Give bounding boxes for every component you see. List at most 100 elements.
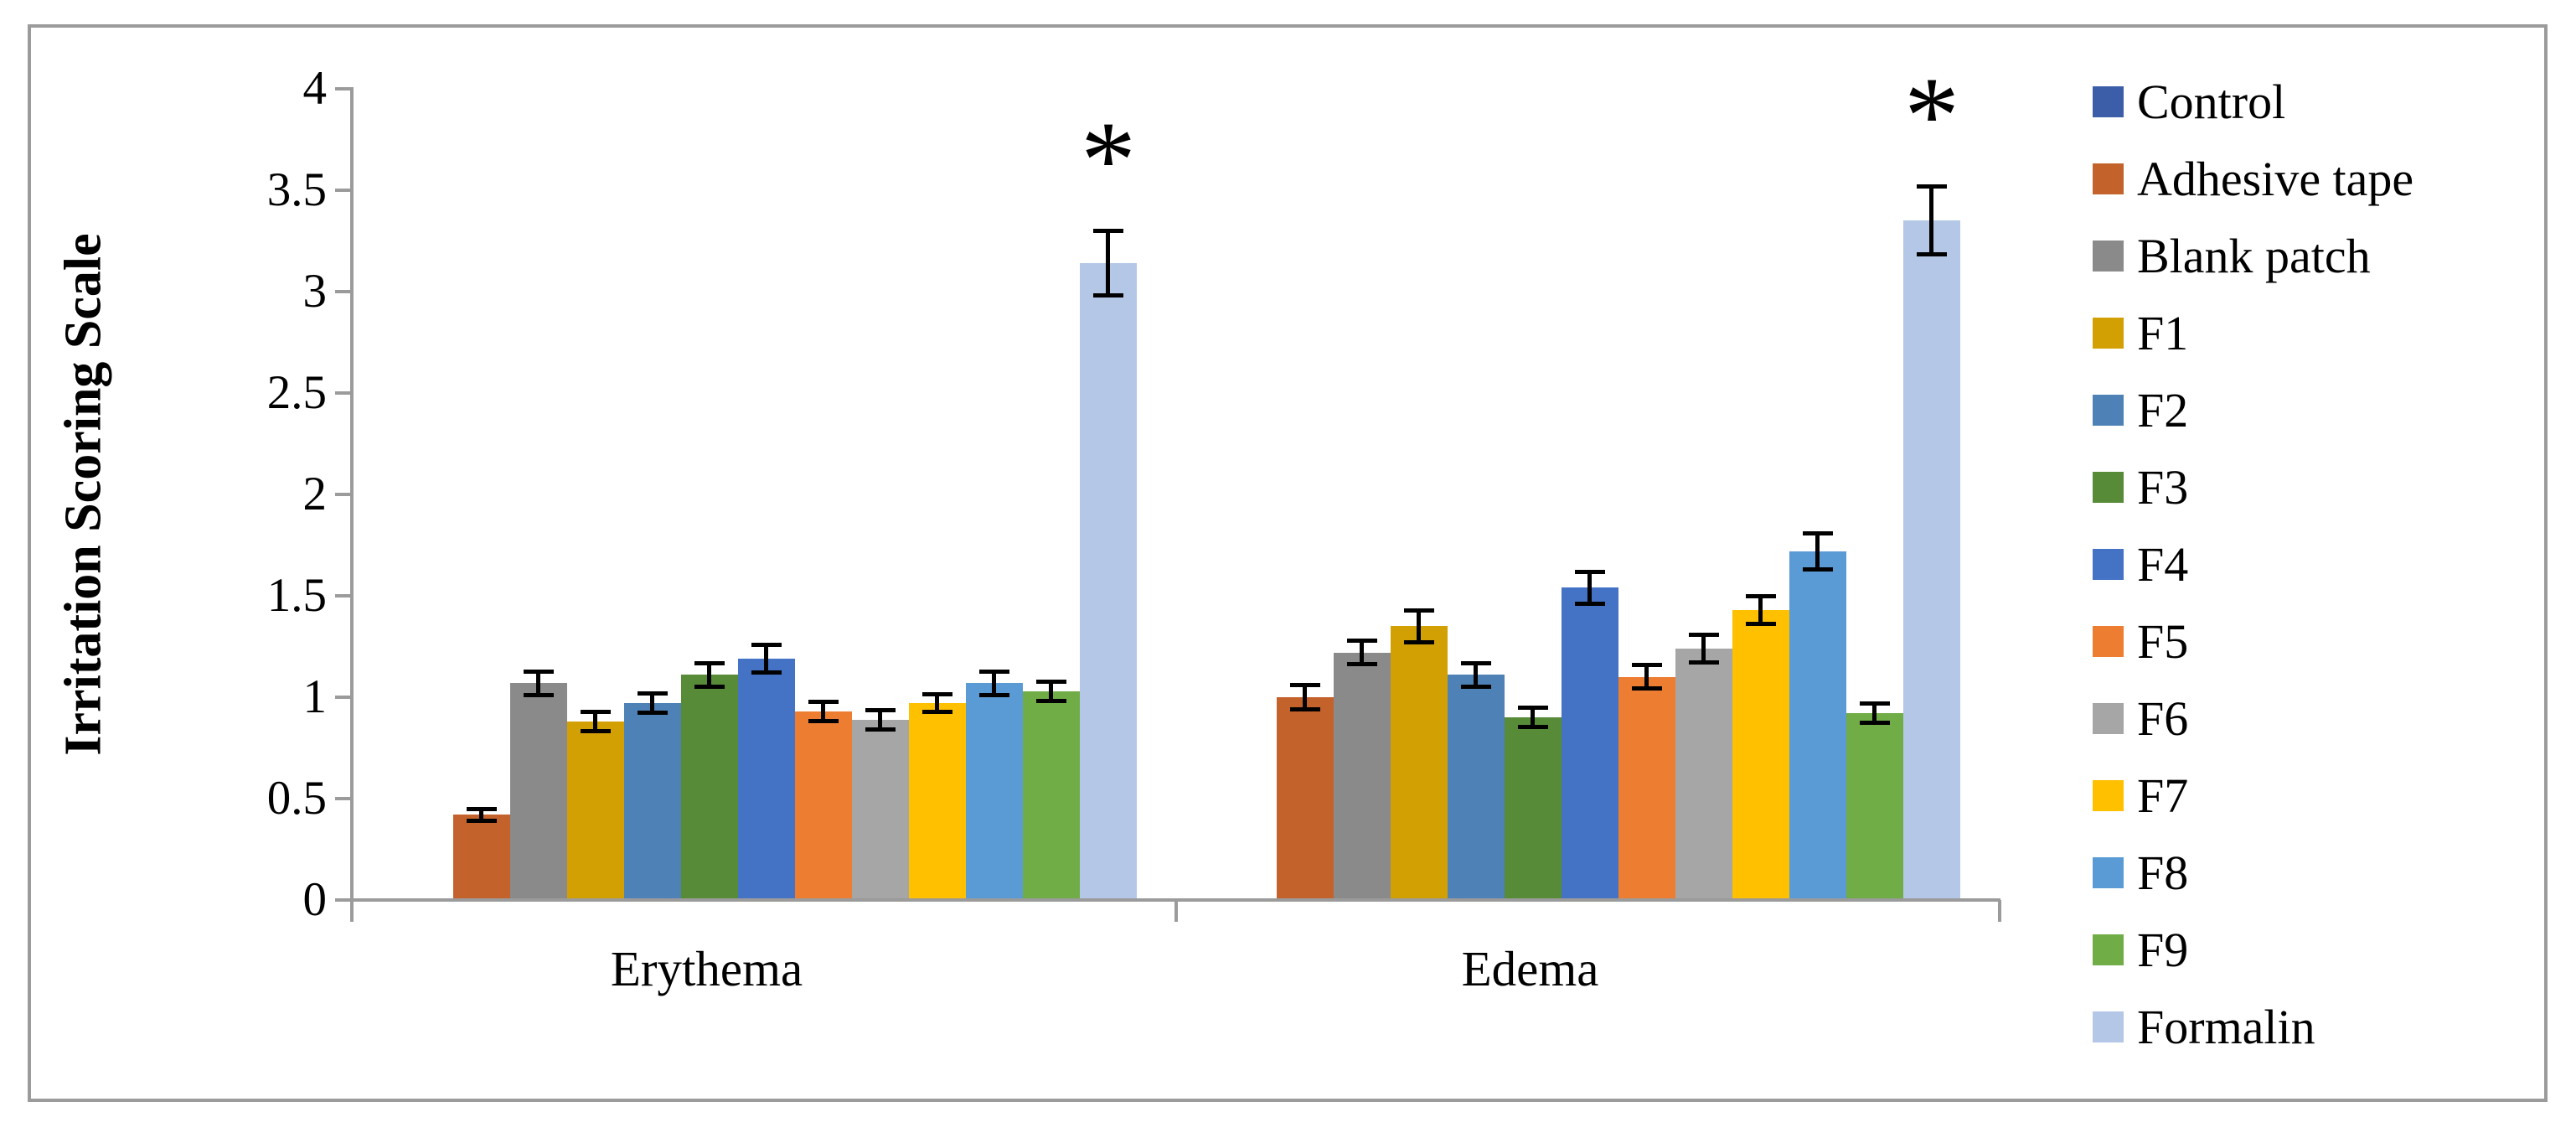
legend-swatch — [2093, 779, 2124, 811]
error-bar-cap-top — [979, 670, 1009, 674]
error-bar-cap-bottom — [638, 711, 668, 715]
legend-item-control: Control — [2093, 75, 2413, 129]
y-axis-tick — [335, 290, 354, 293]
error-bar-cap-top — [808, 700, 839, 704]
significance-asterisk: * — [1904, 54, 1959, 177]
y-axis-tick-label: 1.5 — [266, 569, 327, 622]
error-bar-line — [1587, 572, 1592, 604]
bar-formalin-erythema — [1080, 263, 1137, 900]
y-axis-tick — [335, 594, 354, 597]
error-bar-line — [1106, 230, 1110, 296]
error-bar-cap-bottom — [979, 693, 1009, 697]
error-bar-line — [821, 701, 825, 722]
legend-swatch — [2093, 702, 2124, 734]
error-bar-cap-top — [638, 691, 668, 696]
error-bar-line — [707, 663, 711, 687]
error-bar-cap-top — [1917, 184, 1947, 189]
y-axis-tick-label: 3.5 — [266, 163, 327, 216]
error-bar-cap-top — [1860, 701, 1890, 706]
error-bar-cap-bottom — [865, 727, 896, 732]
error-bar-cap-top — [524, 670, 554, 674]
y-axis-tick — [335, 189, 354, 192]
y-axis-tick — [335, 696, 354, 699]
legend-swatch — [2093, 471, 2124, 503]
bar-f1-erythema — [567, 722, 624, 900]
error-bar-cap-bottom — [1917, 252, 1947, 256]
error-bar-cap-bottom — [922, 710, 952, 714]
error-bar-cap-bottom — [1689, 660, 1719, 665]
error-bar-cap-bottom — [751, 670, 782, 675]
legend-swatch — [2093, 240, 2124, 272]
error-bar-cap-bottom — [694, 685, 725, 689]
y-axis-tick-label: 2.5 — [266, 366, 327, 419]
x-axis-boundary-tick — [1998, 900, 2001, 922]
error-bar-cap-bottom — [1404, 640, 1434, 644]
error-bar-cap-bottom — [1746, 622, 1776, 626]
legend-label: F3 — [2137, 459, 2189, 515]
error-bar-cap-bottom — [1518, 725, 1548, 729]
y-axis-tick — [335, 797, 354, 800]
error-bar-cap-bottom — [524, 693, 554, 697]
bar-f7-edema — [1732, 610, 1789, 900]
x-axis-boundary-tick — [1174, 900, 1178, 922]
error-bar-line — [650, 693, 654, 713]
bar-adhesive-tape-erythema — [453, 815, 510, 900]
error-bar-cap-top — [694, 661, 725, 665]
bar-f3-edema — [1505, 717, 1562, 900]
y-axis-line — [350, 89, 354, 922]
y-axis-title: Irritation Scoring Scale — [54, 233, 112, 756]
legend-item-f3: F3 — [2093, 460, 2413, 515]
legend-item-f4: F4 — [2093, 537, 2413, 592]
legend-item-f5: F5 — [2093, 614, 2413, 669]
error-bar-cap-bottom — [1632, 686, 1662, 691]
legend-label: F1 — [2137, 305, 2189, 360]
legend-item-f7: F7 — [2093, 768, 2413, 823]
error-bar-line — [593, 711, 597, 732]
bar-f6-edema — [1675, 649, 1732, 900]
y-axis-tick-label: 4 — [302, 62, 328, 115]
bar-f4-erythema — [738, 659, 795, 900]
legend-label: Adhesive tape — [2137, 151, 2414, 206]
bar-f2-erythema — [624, 703, 681, 900]
error-bar-line — [1815, 533, 1820, 570]
error-bar-line — [1360, 640, 1364, 665]
y-axis-tick — [335, 87, 354, 91]
error-bar-line — [1929, 186, 1933, 255]
error-bar-cap-top — [1290, 683, 1320, 687]
bar-formalin-edema — [1903, 220, 1960, 900]
legend-label: F9 — [2137, 922, 2189, 977]
bar-f4-edema — [1562, 587, 1618, 900]
error-bar-line — [1474, 663, 1478, 687]
legend-item-blank-patch: Blank patch — [2093, 229, 2413, 283]
y-axis-tick-label: 0 — [302, 873, 328, 926]
chart-border — [28, 24, 2548, 1102]
bar-f8-edema — [1789, 551, 1846, 900]
legend-item-f9: F9 — [2093, 923, 2413, 977]
legend-swatch — [2093, 85, 2124, 117]
error-bar-cap-top — [467, 807, 497, 811]
error-bar-line — [1303, 685, 1307, 710]
legend-swatch — [2093, 856, 2124, 888]
error-bar-cap-bottom — [581, 729, 611, 733]
legend-swatch — [2093, 548, 2124, 580]
legend-item-adhesive-tape: Adhesive tape — [2093, 152, 2413, 206]
error-bar-cap-top — [751, 643, 782, 647]
error-bar-line — [479, 809, 483, 821]
error-bar-cap-top — [1461, 661, 1491, 665]
error-bar-cap-top — [1347, 639, 1377, 643]
error-bar-cap-bottom — [1461, 685, 1491, 689]
bar-f9-erythema — [1023, 691, 1080, 900]
error-bar-cap-bottom — [808, 719, 839, 723]
error-bar-line — [1531, 707, 1535, 727]
error-bar-cap-top — [1093, 229, 1123, 233]
error-bar-cap-top — [1404, 608, 1434, 613]
legend-swatch — [2093, 1011, 2124, 1042]
error-bar-line — [935, 694, 939, 712]
error-bar-cap-top — [1575, 570, 1605, 574]
x-axis-category-label: Erythema — [610, 941, 803, 996]
error-bar-line — [536, 671, 540, 696]
error-bar-line — [992, 671, 996, 696]
legend-swatch — [2093, 934, 2124, 965]
y-axis-tick — [335, 391, 354, 395]
